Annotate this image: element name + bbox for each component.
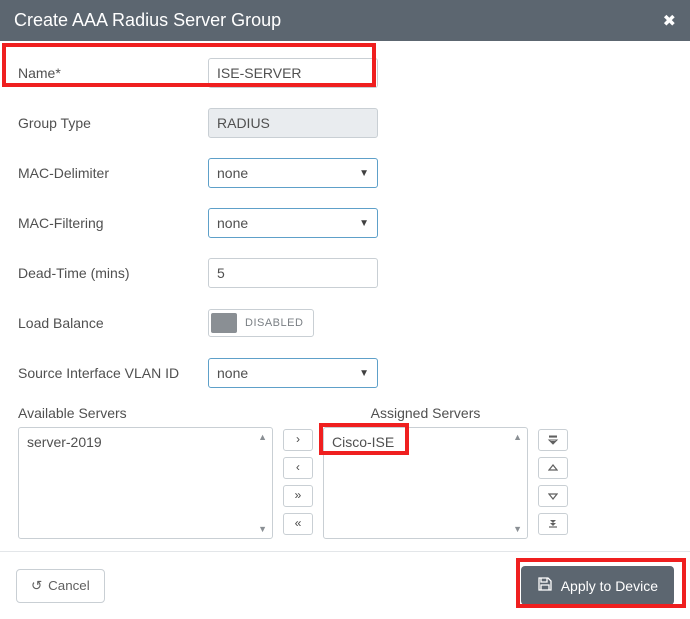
- servers-row: Available Servers server-2019 ▲ ▼ › ‹ » …: [18, 405, 672, 541]
- order-buttons: [538, 405, 568, 541]
- apply-button[interactable]: Apply to Device: [521, 566, 674, 605]
- load-balance-toggle[interactable]: DISABLED: [208, 309, 314, 337]
- dead-time-input[interactable]: [208, 258, 378, 288]
- assigned-servers-label: Assigned Servers: [323, 405, 528, 421]
- move-top-button[interactable]: [538, 429, 568, 451]
- list-item[interactable]: Cisco-ISE: [332, 434, 519, 450]
- move-bottom-button[interactable]: [538, 513, 568, 535]
- scroll-up-icon[interactable]: ▲: [258, 432, 267, 442]
- field-row-name: Name*: [18, 55, 672, 91]
- field-row-group-type: Group Type: [18, 105, 672, 141]
- field-row-mac-delimiter: MAC-Delimiter none ▼: [18, 155, 672, 191]
- move-all-left-button[interactable]: «: [283, 513, 313, 535]
- mac-filtering-value: none: [217, 215, 248, 231]
- src-vlan-label: Source Interface VLAN ID: [18, 365, 208, 381]
- move-right-button[interactable]: ›: [283, 429, 313, 451]
- chevron-down-icon: ▼: [359, 218, 369, 229]
- mac-filtering-label: MAC-Filtering: [18, 215, 208, 231]
- src-vlan-select[interactable]: none ▼: [208, 358, 378, 388]
- cancel-button[interactable]: ↺ Cancel: [16, 569, 105, 603]
- scroll-down-icon[interactable]: ▼: [513, 524, 522, 534]
- available-servers-label: Available Servers: [18, 405, 273, 421]
- field-row-mac-filtering: MAC-Filtering none ▼: [18, 205, 672, 241]
- move-all-right-button[interactable]: »: [283, 485, 313, 507]
- mac-delimiter-label: MAC-Delimiter: [18, 165, 208, 181]
- mac-delimiter-value: none: [217, 165, 248, 181]
- list-item[interactable]: server-2019: [27, 434, 264, 450]
- move-up-button[interactable]: [538, 457, 568, 479]
- move-down-button[interactable]: [538, 485, 568, 507]
- mac-delimiter-select[interactable]: none ▼: [208, 158, 378, 188]
- group-type-label: Group Type: [18, 115, 208, 131]
- mac-filtering-select[interactable]: none ▼: [208, 208, 378, 238]
- field-row-load-balance: Load Balance DISABLED: [18, 305, 672, 341]
- src-vlan-value: none: [217, 365, 248, 381]
- move-buttons: › ‹ » «: [283, 405, 313, 541]
- load-balance-label: Load Balance: [18, 315, 208, 331]
- name-label: Name*: [18, 65, 208, 81]
- save-icon: [537, 576, 553, 595]
- toggle-knob: [211, 313, 237, 333]
- dead-time-label: Dead-Time (mins): [18, 265, 208, 281]
- scroll-up-icon[interactable]: ▲: [513, 432, 522, 442]
- chevron-down-icon: ▼: [359, 368, 369, 379]
- modal-title: Create AAA Radius Server Group: [14, 10, 281, 31]
- name-input[interactable]: [208, 58, 378, 88]
- chevron-down-icon: ▼: [359, 168, 369, 179]
- load-balance-state: DISABLED: [245, 317, 303, 329]
- assigned-servers-listbox[interactable]: Cisco-ISE ▲ ▼: [323, 427, 528, 539]
- scroll-down-icon[interactable]: ▼: [258, 524, 267, 534]
- close-icon[interactable]: ✖: [663, 11, 676, 31]
- available-servers-listbox[interactable]: server-2019 ▲ ▼: [18, 427, 273, 539]
- group-type-input: [208, 108, 378, 138]
- modal-body: Name* Group Type MAC-Delimiter none ▼ MA…: [0, 41, 690, 551]
- available-servers-col: Available Servers server-2019 ▲ ▼: [18, 405, 273, 541]
- apply-label: Apply to Device: [561, 578, 658, 594]
- field-row-dead-time: Dead-Time (mins): [18, 255, 672, 291]
- modal-header: Create AAA Radius Server Group ✖: [0, 0, 690, 41]
- undo-icon: ↺: [31, 578, 42, 594]
- cancel-label: Cancel: [48, 578, 90, 593]
- move-left-button[interactable]: ‹: [283, 457, 313, 479]
- assigned-servers-col: Assigned Servers Cisco-ISE ▲ ▼: [323, 405, 528, 541]
- modal-footer: ↺ Cancel Apply to Device: [0, 551, 690, 619]
- field-row-src-vlan: Source Interface VLAN ID none ▼: [18, 355, 672, 391]
